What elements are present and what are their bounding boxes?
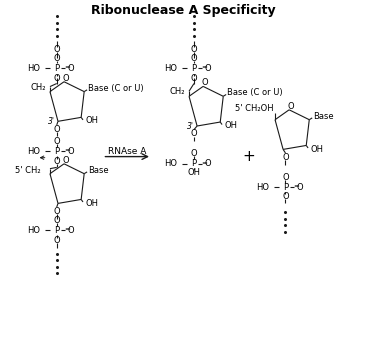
Text: O: O — [53, 216, 60, 225]
Text: O: O — [202, 78, 208, 87]
Text: O: O — [191, 54, 197, 63]
Text: OH: OH — [86, 198, 98, 207]
Text: O: O — [282, 153, 289, 162]
Text: O: O — [205, 64, 211, 73]
Text: O: O — [191, 149, 197, 158]
Text: P: P — [283, 183, 288, 192]
Text: P: P — [191, 159, 197, 168]
Text: Base: Base — [88, 166, 108, 175]
Text: 3': 3' — [187, 122, 194, 131]
Text: O: O — [53, 54, 60, 63]
Text: O: O — [282, 173, 289, 181]
Text: O: O — [288, 102, 294, 111]
Text: OH: OH — [225, 121, 238, 130]
Text: O: O — [67, 64, 74, 73]
Text: OH: OH — [187, 168, 201, 177]
Text: HO: HO — [27, 226, 40, 235]
Text: Base (C or U): Base (C or U) — [227, 88, 283, 97]
Text: O: O — [67, 226, 74, 235]
Text: OH: OH — [311, 145, 324, 153]
Text: HO: HO — [27, 64, 40, 73]
Text: O: O — [63, 156, 69, 165]
Text: O: O — [53, 45, 60, 54]
Text: 5' CH₂: 5' CH₂ — [15, 166, 41, 175]
Text: Ribonuclease A Specificity: Ribonuclease A Specificity — [91, 4, 275, 17]
Text: HO: HO — [256, 183, 269, 192]
Text: 3': 3' — [48, 117, 55, 126]
Text: Base (C or U): Base (C or U) — [88, 84, 143, 93]
Text: O: O — [53, 136, 60, 145]
Text: O: O — [191, 130, 197, 139]
Text: =: = — [64, 148, 70, 153]
Text: =: = — [64, 65, 70, 71]
Text: O: O — [53, 236, 60, 245]
Text: O: O — [53, 74, 60, 83]
Text: O: O — [296, 183, 303, 192]
Text: O: O — [282, 192, 289, 201]
Text: HO: HO — [27, 147, 40, 156]
Text: O: O — [53, 125, 60, 134]
Text: P: P — [191, 64, 197, 73]
Text: CH₂: CH₂ — [30, 83, 45, 92]
Text: =: = — [64, 227, 70, 233]
Text: O: O — [67, 147, 74, 156]
Text: CH₂: CH₂ — [169, 87, 185, 96]
Text: 5' CH₂OH: 5' CH₂OH — [235, 104, 273, 113]
Text: O: O — [63, 74, 69, 83]
Text: P: P — [54, 226, 59, 235]
Text: =: = — [293, 184, 299, 189]
Text: P: P — [54, 147, 59, 156]
Text: +: + — [243, 149, 255, 164]
Text: Base: Base — [313, 112, 333, 121]
Text: HO: HO — [164, 64, 178, 73]
Text: O: O — [205, 159, 211, 168]
Text: O: O — [53, 207, 60, 216]
Text: O: O — [191, 45, 197, 54]
Text: =: = — [201, 65, 207, 71]
Text: O: O — [191, 74, 197, 83]
Text: RNAse A: RNAse A — [108, 148, 146, 156]
Text: =: = — [201, 160, 207, 166]
Text: O: O — [53, 157, 60, 166]
Text: OH: OH — [86, 117, 98, 126]
Text: P: P — [54, 64, 59, 73]
Text: HO: HO — [164, 159, 178, 168]
